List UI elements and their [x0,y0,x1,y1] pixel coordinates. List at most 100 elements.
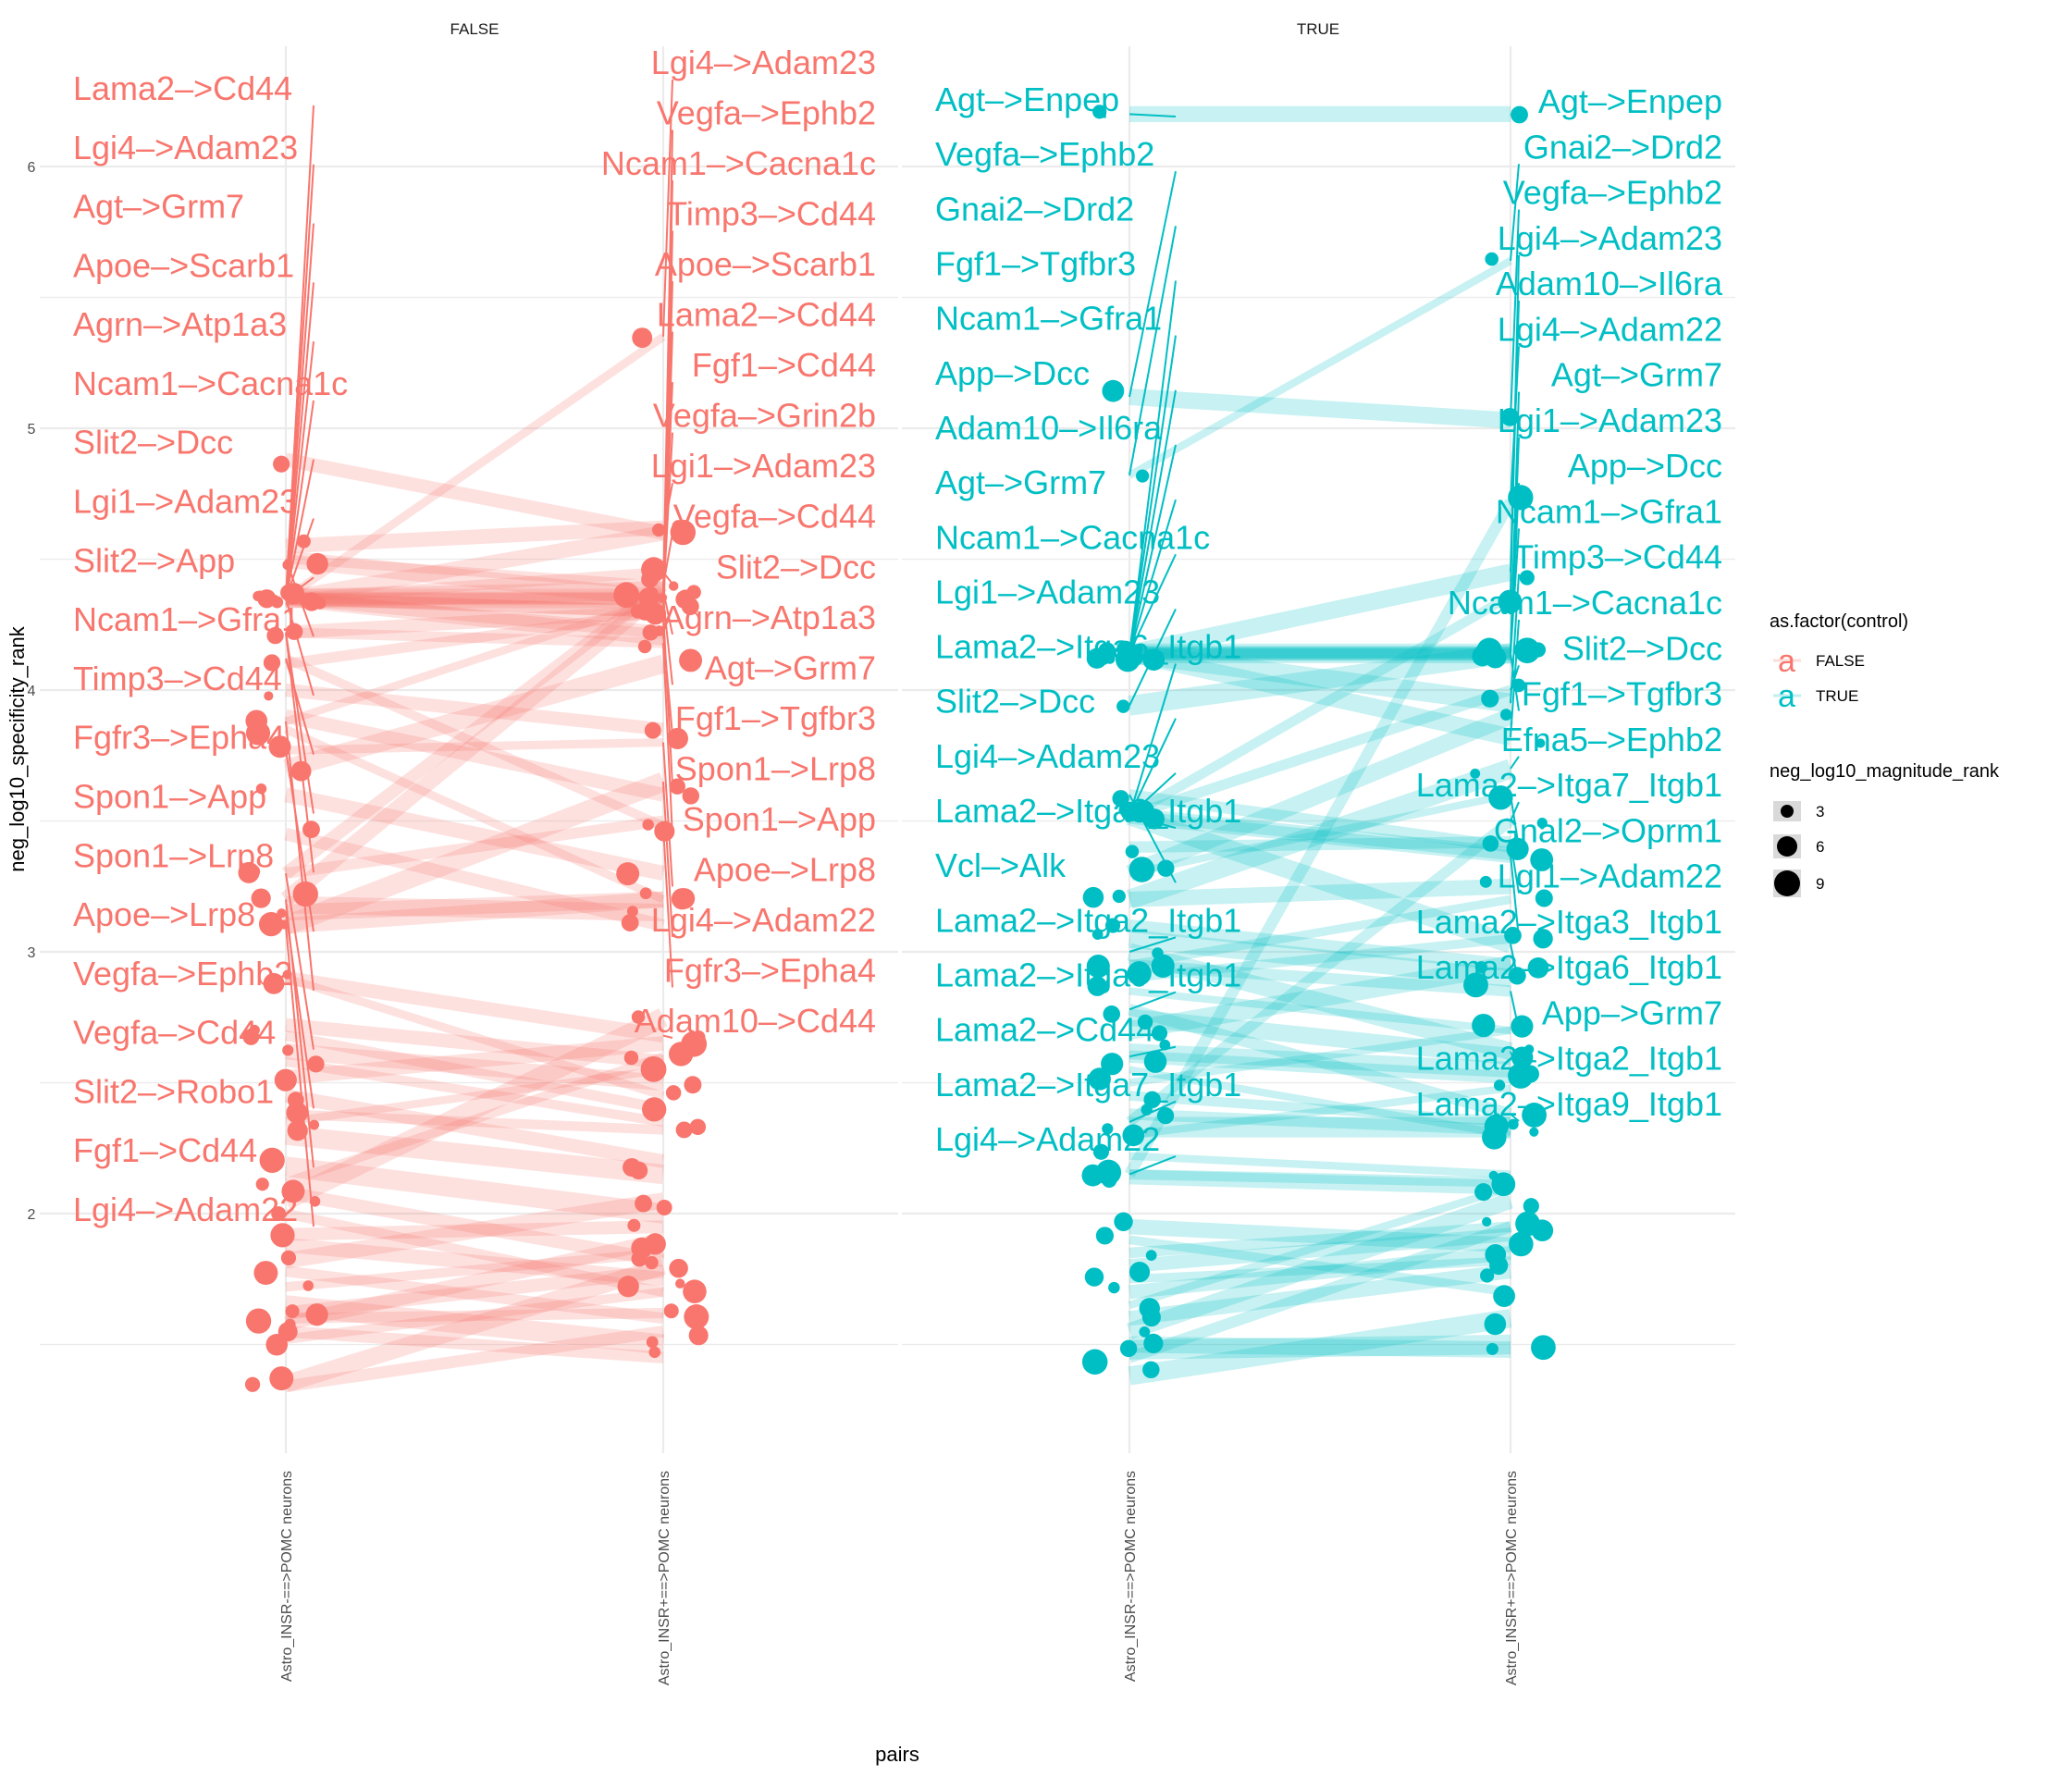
pair-line [1127,645,1513,746]
legend-size-dot-9 [1774,870,1800,896]
label-leader-line [285,518,314,599]
pair-line [283,654,666,778]
data-point [1522,1103,1548,1128]
y-tick-label: 5 [28,422,36,438]
point-label: Fgfr3–>Epha4 [73,719,285,757]
data-point [268,594,280,606]
point-label: Ncam1–>Cacna1c [601,144,876,182]
pair-line [1128,791,1511,878]
pair-line [1128,1264,1511,1326]
pair-line [285,1265,664,1325]
point-label: Lama2–>Itga3_Itgb1 [1416,903,1722,941]
pair-line [284,709,665,802]
label-leader-line [285,632,314,873]
pair-line [285,1066,664,1127]
point-label: Adam10–>Il6ra [935,409,1163,447]
pair-line [284,1030,665,1115]
pair-line [1128,1008,1511,1066]
data-point [1143,1091,1161,1109]
legend-size-entry-9: 9 [1773,870,1824,897]
data-point [1536,738,1546,748]
point-label: Lama2–>Itga3_Itgb1 [935,792,1241,830]
data-point [669,1258,688,1278]
data-point [306,552,328,575]
pair-line [285,815,664,880]
data-point [1141,1307,1161,1327]
data-point [253,1261,278,1286]
point-label: Spon1–>App [683,800,876,838]
data-point [621,914,639,932]
label-leader-line [1128,936,1177,953]
label-leader-line [1128,718,1177,817]
point-label: Lama2–>Itga7_Itgb1 [935,1066,1241,1104]
label-leader-line [1128,608,1177,707]
data-point [1084,1267,1104,1287]
label-leader-line [285,721,314,991]
pair-line [1124,499,1516,1178]
x-tick-label: Astro_INSR-==>POMC neurons [279,1471,295,1682]
pair-line [284,1192,665,1269]
data-point [1521,1065,1539,1083]
data-point [1485,1244,1507,1265]
point-label: Lgi4–>Adam23 [651,43,876,81]
pair-line [284,1052,665,1187]
data-point [637,639,652,654]
data-point [1103,1005,1121,1023]
pair-line [285,737,664,755]
point-label: Lgi1–>Adam23 [1498,401,1722,439]
label-leader-line [1510,841,1520,894]
label-leader-line [285,632,314,814]
data-point [639,887,652,900]
data-point [644,1233,666,1255]
label-leader-line [1510,346,1520,502]
data-point [1092,105,1107,119]
point-label: Lgi1–>Adam23 [651,447,876,485]
point-label: Agt–>Grm7 [935,463,1106,501]
pair-line [1128,644,1512,713]
data-point [265,1333,289,1356]
data-point [684,1304,709,1330]
y-axis-title: neg_log10_specificity_rank [6,625,29,871]
x-tick-label: Astro_INSR+==>POMC neurons [657,1471,672,1685]
label-leader-line [1128,1155,1177,1176]
data-point [1509,1231,1534,1257]
data-point [627,1218,641,1232]
data-point [684,1076,702,1094]
point-labels: Lama2–>Cd44 Lgi4–>Adam23 Agt–>Grm7 Apoe–>Sc… [73,43,1723,1228]
pair-line [285,895,664,922]
data-point [1145,1250,1157,1262]
label-leader-line [285,598,314,697]
point-label: Lama2–>Itga9_Itgb1 [1416,1085,1722,1123]
pair-line [1128,789,1511,853]
data-point [635,602,655,621]
pair-line [285,683,664,736]
point-label: Lgi1–>Adam22 [1498,857,1722,895]
label-leader-line [1128,499,1177,654]
label-leader-line [662,643,673,836]
data-point [266,626,284,645]
data-point [1482,835,1499,852]
data-point [1507,1118,1519,1130]
pair-line [284,452,665,540]
data-point [675,1121,693,1139]
data-point [642,819,654,831]
label-leader-line [662,742,673,887]
point-label: Agrn–>Atp1a3 [73,305,287,343]
data-point [682,787,700,805]
data-point [1142,1361,1160,1379]
point-label: Slit2–>Dcc [716,548,876,586]
point-label: Lgi4–>Adam22 [935,1120,1160,1158]
data-point [285,1304,300,1319]
point-label: Agt–>Grm7 [1551,356,1722,394]
x-axis-title: pairs [875,1743,919,1766]
data-point [1531,1219,1554,1242]
data-point [669,1042,694,1067]
point-label: Agt–>Enpep [1538,82,1722,120]
data-point [1095,1227,1115,1245]
data-point [242,1029,260,1045]
data-point [617,1276,639,1298]
data-point [1128,1262,1151,1283]
data-point [1527,956,1549,979]
point-label: Lama2–>Itga2_Itgb1 [1416,1040,1722,1078]
data-point [258,911,284,937]
